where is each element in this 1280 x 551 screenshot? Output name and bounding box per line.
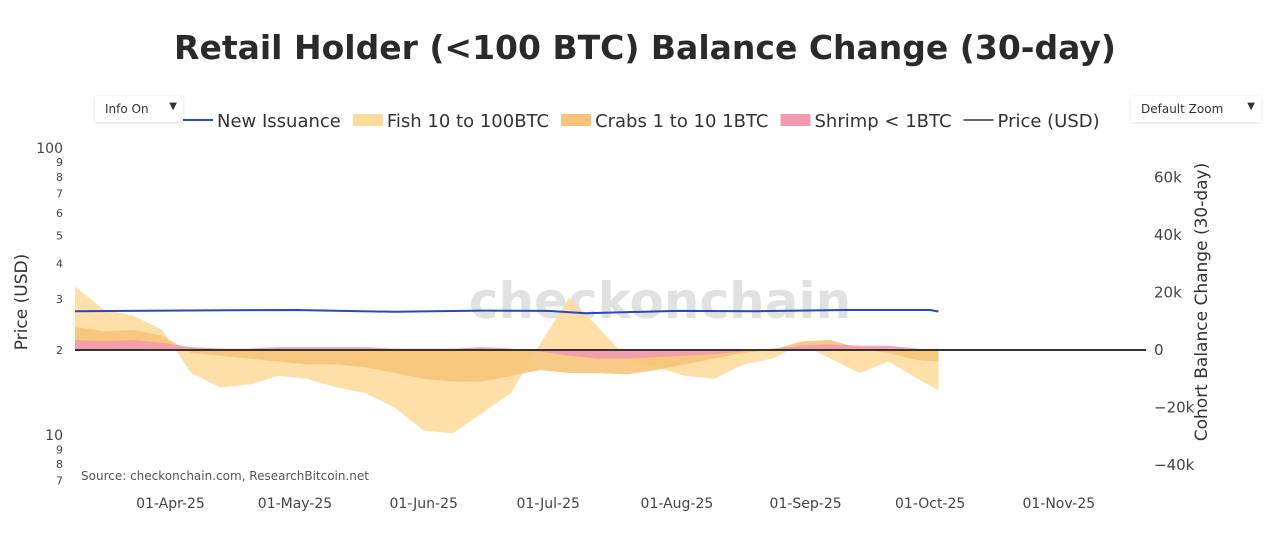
left-tick-label: 5 [56,230,63,243]
legend-label-1: Fish 10 to 100BTC [387,111,549,132]
area-crabs [75,327,939,382]
x-axis: 01-Apr-25 01-May-25 01-Jun-25 01-Jul-25 01-A… [136,496,1095,512]
zoom-dropdown[interactable]: Default Zoom ▼ [1131,96,1261,122]
left-tick-label: 100 [36,141,63,157]
left-tick-label: 9 [56,443,63,456]
right-axis-title: Cohort Balance Change (30-day) [1192,163,1212,442]
right-tick-label: 60k [1154,169,1182,187]
source-note: Source: checkonchain.com, ResearchBitcoi… [81,469,369,483]
left-tick-label: 9 [56,156,63,169]
right-tick-label: −20k [1154,399,1195,417]
info-dropdown-label: Info On [105,102,149,116]
x-tick-label: 01-Jul-25 [517,496,580,512]
watermark: checkonchain [469,272,851,330]
legend-swatch-1 [352,114,383,126]
legend-swatch-3 [780,114,811,126]
left-axis-title: Price (USD) [12,254,32,350]
left-tick-label: 7 [56,475,63,488]
right-tick-label: 20k [1154,284,1182,302]
left-tick-label: 3 [56,293,63,306]
info-dropdown[interactable]: Info On ▼ [95,96,183,122]
legend-swatch-2 [561,114,592,126]
dropdown-arrow-icon: ▼ [169,101,177,112]
right-tick-label: 40k [1154,226,1182,244]
x-tick-label: 01-Apr-25 [136,496,205,512]
legend: New Issuance Fish 10 to 100BTC Crabs 1 to … [183,111,1100,132]
x-tick-label: 01-May-25 [258,496,332,512]
left-tick-label: 7 [56,188,63,201]
zoom-dropdown-label: Default Zoom [1141,102,1224,116]
left-tick-label: 4 [56,257,63,270]
x-tick-label: 01-Oct-25 [895,496,965,512]
left-tick-label: 8 [56,171,63,184]
x-tick-label: 01-Sep-25 [770,496,842,512]
chart-title: Retail Holder (<100 BTC) Balance Change … [174,28,1116,67]
new-issuance-line [74,308,939,315]
legend-label-0: New Issuance [217,111,341,132]
dropdown-arrow-icon: ▼ [1247,101,1255,112]
legend-label-2: Crabs 1 to 10 1BTC [595,111,768,132]
legend-label-3: Shrimp < 1BTC [815,111,952,132]
right-axis: 60k 40k 20k 0 −20k −40k [1154,169,1195,475]
right-tick-label: 0 [1154,341,1164,359]
left-tick-label: 2 [56,344,63,357]
series-lines [74,308,1146,351]
x-tick-label: 01-Nov-25 [1022,496,1095,512]
right-tick-label: −40k [1154,456,1195,474]
x-tick-label: 01-Jun-25 [390,496,458,512]
left-tick-label: 10 [45,428,63,444]
left-tick-label: 8 [56,458,63,471]
left-tick-label: 6 [56,207,63,220]
legend-label-4: Price (USD) [998,111,1100,132]
x-tick-label: 01-Aug-25 [641,496,714,512]
